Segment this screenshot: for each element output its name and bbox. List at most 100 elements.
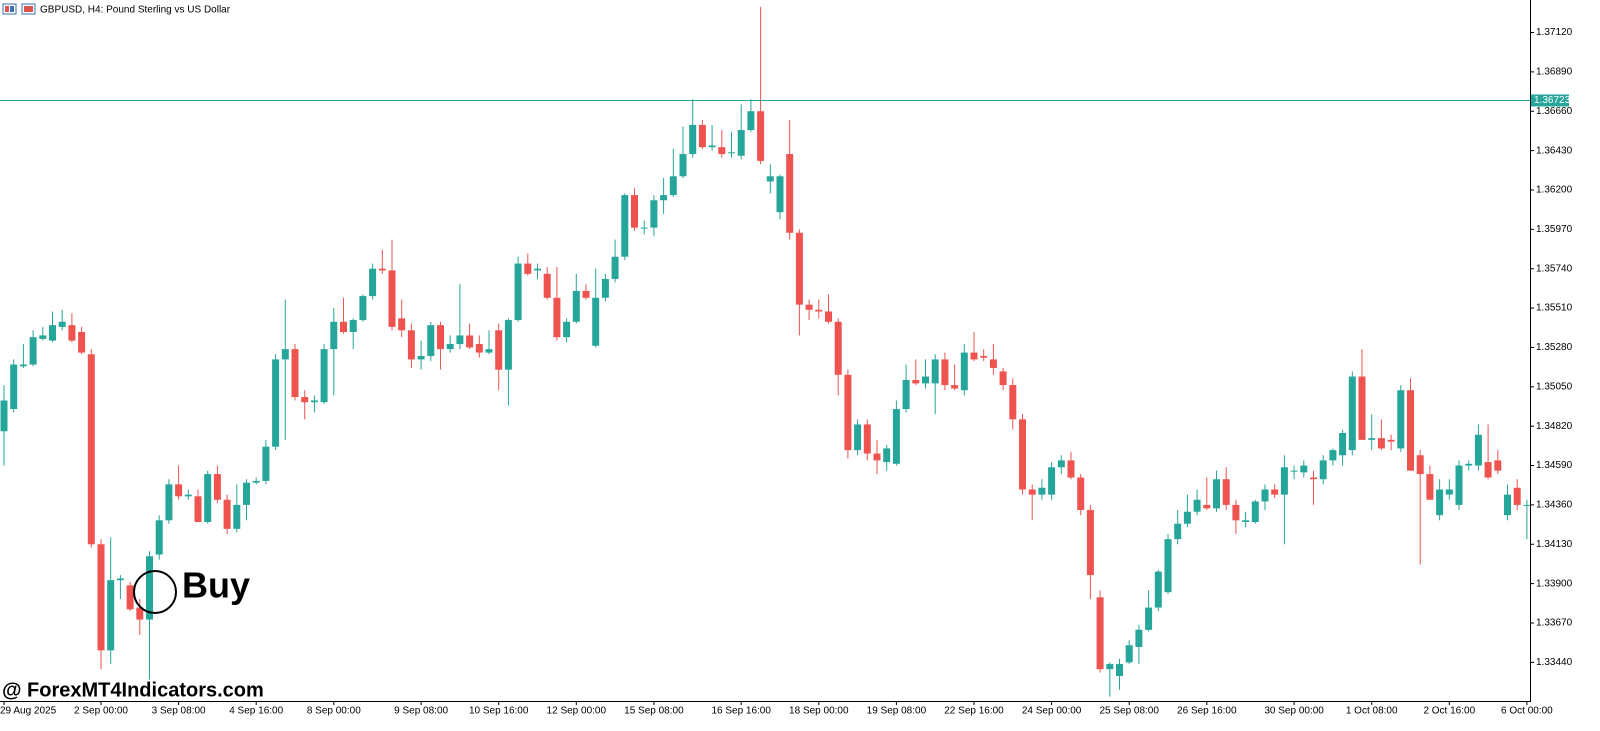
candle-body <box>553 297 561 338</box>
candle-body <box>1125 645 1133 663</box>
candle-body <box>728 152 735 154</box>
y-tick-label: 1.33900 <box>1536 578 1573 589</box>
y-tick-label: 1.35740 <box>1536 263 1573 274</box>
candle-body <box>1465 463 1473 466</box>
candle-body <box>407 330 415 360</box>
x-tick-label: 16 Sep 16:00 <box>711 706 771 717</box>
candle-body <box>679 154 687 177</box>
x-tick-label: 3 Sep 08:00 <box>152 706 206 717</box>
candle-body <box>514 263 522 321</box>
candle-body <box>446 344 454 350</box>
candle-body <box>1261 489 1269 502</box>
candle-body <box>1397 390 1405 449</box>
candle-body <box>437 325 444 350</box>
x-tick-label: 30 Sep 00:00 <box>1264 706 1324 717</box>
x-tick-label: 8 Sep 00:00 <box>307 706 361 717</box>
candle-body <box>669 176 677 196</box>
candle-body <box>825 311 832 322</box>
candle-body <box>10 364 18 410</box>
x-tick-label: 2 Sep 00:00 <box>74 706 128 717</box>
candle-body <box>660 195 668 201</box>
candle-body <box>815 309 823 312</box>
candle-body <box>698 124 706 148</box>
candle-body <box>213 474 221 500</box>
candle-body <box>1116 664 1123 677</box>
candle-body <box>301 397 309 403</box>
x-tick-label: 1 Oct 08:00 <box>1346 706 1398 717</box>
candle-body <box>97 544 105 651</box>
price-label-box <box>1531 94 1569 107</box>
candle-body <box>78 332 86 353</box>
candle-body <box>1445 489 1453 495</box>
y-tick-label: 1.34360 <box>1536 500 1573 511</box>
x-tick-label: 25 Sep 08:00 <box>1099 706 1159 717</box>
candle-body <box>58 321 66 327</box>
candle-body <box>1300 465 1308 473</box>
candle-body <box>146 556 153 620</box>
candle-body <box>912 379 920 384</box>
y-tick-label: 1.36430 <box>1536 145 1573 156</box>
candle-body <box>136 607 144 620</box>
x-tick-label: 9 Sep 08:00 <box>394 706 448 717</box>
candle-body <box>1019 419 1026 490</box>
candle-body <box>922 376 929 384</box>
candle-body <box>330 321 338 350</box>
y-tick-label: 1.37120 <box>1536 27 1573 38</box>
icon-flag <box>24 6 33 12</box>
candle-body <box>475 344 483 353</box>
candle-body <box>689 124 697 155</box>
candle-body <box>378 268 386 271</box>
candle-body <box>1494 460 1502 471</box>
candle-body <box>1154 571 1162 608</box>
candle-body <box>980 355 988 358</box>
candle-body <box>243 482 250 505</box>
candle-body <box>1319 460 1327 480</box>
candle-body <box>1077 477 1085 511</box>
candle-body <box>262 446 270 481</box>
candle-body <box>49 325 56 341</box>
chart-title: GBPUSD, H4: Pound Sterling vs US Dollar <box>40 5 231 16</box>
candle-body <box>766 176 774 182</box>
candle-body <box>485 349 493 353</box>
candle-body <box>1048 467 1056 495</box>
candle-body <box>1474 434 1482 466</box>
candle-body <box>1329 450 1337 461</box>
candle-body <box>640 227 648 229</box>
candle-body <box>1513 487 1521 505</box>
candle-body <box>87 354 95 545</box>
candle-body <box>902 379 910 410</box>
x-tick-label: 24 Sep 00:00 <box>1022 706 1082 717</box>
candle-body <box>834 321 842 375</box>
candle-body <box>194 496 202 523</box>
candle-body <box>1038 487 1046 495</box>
candle-body <box>757 111 765 161</box>
candle-body <box>1368 438 1376 440</box>
candle-body <box>126 585 134 610</box>
candle-body <box>349 320 357 333</box>
x-tick-label: 12 Sep 00:00 <box>547 706 607 717</box>
y-tick-label: 1.36660 <box>1536 106 1573 117</box>
y-tick-label: 1.35050 <box>1536 381 1573 392</box>
signal-circle <box>133 570 177 614</box>
candle-body <box>795 232 803 305</box>
icon-bar <box>5 6 9 12</box>
candle-body <box>417 355 425 360</box>
y-tick-label: 1.35280 <box>1536 342 1573 353</box>
x-tick-label: 22 Sep 16:00 <box>944 706 1004 717</box>
candle-body <box>1232 504 1240 521</box>
candle-body <box>184 494 192 497</box>
candle-body <box>1416 455 1424 475</box>
candle-body <box>718 147 726 155</box>
price-label: 1.36723 <box>1534 95 1571 106</box>
plot-area <box>0 6 1531 697</box>
x-tick-label: 29 Aug 2025 <box>0 706 57 717</box>
candle-body <box>572 290 580 322</box>
x-tick-label: 2 Oct 16:00 <box>1423 706 1475 717</box>
candle-body <box>281 349 289 360</box>
candle-body <box>369 268 377 297</box>
candle-body <box>844 374 852 451</box>
x-tick-label: 10 Sep 16:00 <box>469 706 529 717</box>
candle-body <box>524 263 532 274</box>
candle-body <box>165 484 173 521</box>
